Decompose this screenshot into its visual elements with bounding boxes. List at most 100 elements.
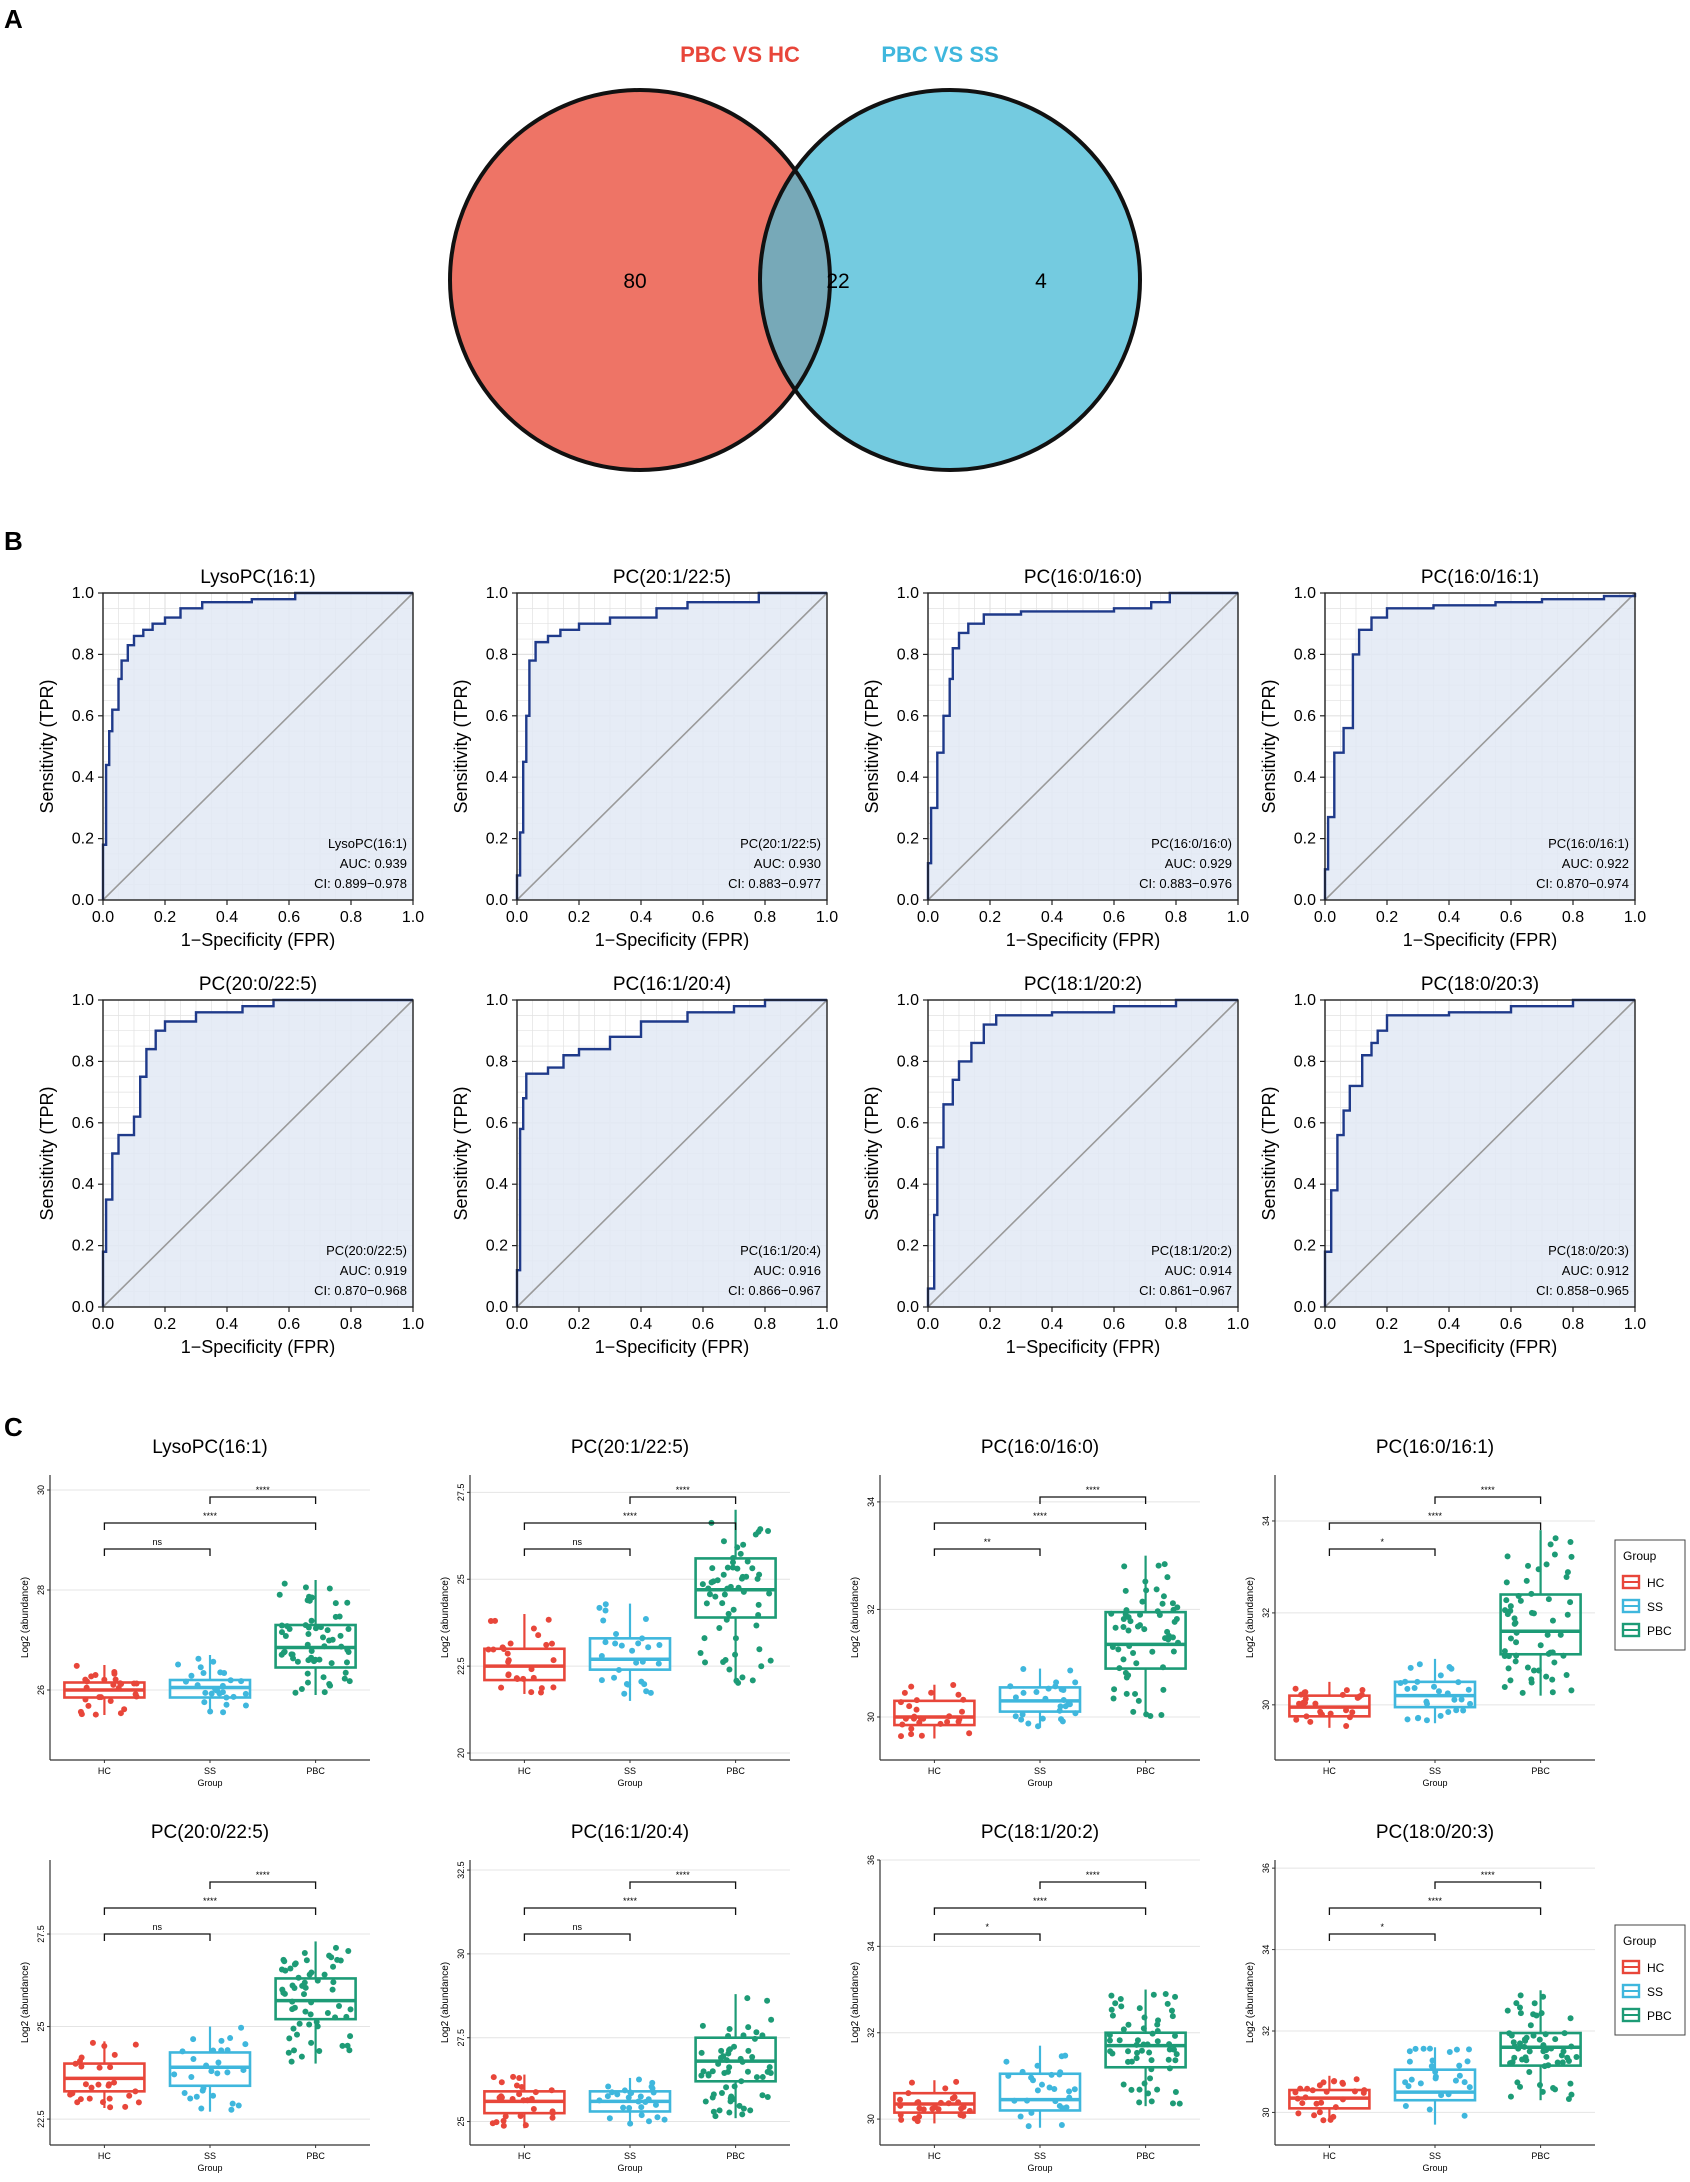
boxplot-point [1169, 2013, 1176, 2020]
boxplot-y-tick-label: 36 [1261, 1863, 1271, 1873]
boxplot-x-tick-label: SS [624, 1766, 636, 1776]
boxplot-point [759, 2092, 766, 2099]
boxplot-sig-bracket [523, 1907, 737, 1915]
boxplot-point [730, 1554, 737, 1561]
boxplot-point [1042, 1695, 1049, 1702]
boxplot-point [1557, 1631, 1564, 1638]
roc-y-tick-label: 0.2 [1294, 831, 1316, 848]
boxplot-point [324, 1627, 331, 1634]
boxplot-x-tick-label: PBC [1531, 2151, 1550, 2161]
boxplot-point [1116, 2037, 1123, 2044]
boxplot-point [1552, 1535, 1559, 1542]
boxplot-point [217, 1669, 224, 1676]
boxplot-point [1165, 2056, 1172, 2063]
boxplot-point [1038, 2081, 1045, 2088]
boxplot-point [643, 1688, 650, 1695]
roc-x-tick-label: 0.2 [979, 909, 1001, 926]
boxplot-point [1327, 2116, 1334, 2123]
venn-circle-pbc-vs-ss [760, 90, 1140, 470]
boxplot-x-tick-label: SS [204, 1766, 216, 1776]
boxplot-point [339, 2042, 346, 2049]
boxplot-point [212, 1686, 219, 1693]
boxplot-point [132, 2041, 139, 2048]
boxplot-point [314, 1977, 321, 1984]
boxplot-point [626, 2104, 633, 2111]
boxplot-y-tick-label: 28 [36, 1585, 46, 1595]
roc-x-tick-label: 0.2 [568, 909, 590, 926]
roc-diagonal [1324, 592, 1636, 901]
roc-title: PC(18:1/20:2) [1024, 974, 1142, 995]
roc-x-tick-label: 0.0 [92, 909, 114, 926]
boxplot-sig-label: **** [1033, 1896, 1048, 1906]
boxplot-point [345, 1625, 352, 1632]
boxplot-point [1045, 1685, 1052, 1692]
roc-panel: 0.00.0 0.2 0.2 0.4 0.4 0.6 0.6 0.8 0.8 1.0 1.0 PC(2… [37, 974, 424, 1357]
boxplot-point [720, 1571, 727, 1578]
boxplot-point [744, 1558, 751, 1565]
boxplot-point [1515, 2045, 1522, 2052]
boxplot-point [1460, 1707, 1467, 1714]
boxplot-point [736, 2102, 743, 2109]
boxplot-point [201, 1699, 208, 1706]
roc-curve [515, 998, 827, 1307]
roc-y-tick-label: 0.6 [897, 708, 919, 725]
boxplot-point [133, 1680, 140, 1687]
boxplot-point [908, 1731, 915, 1738]
boxplot-point [1133, 2055, 1140, 2062]
boxplot-point [1455, 1679, 1462, 1686]
boxplot-point [188, 1672, 195, 1679]
boxplot-point [1535, 1566, 1542, 1573]
boxplot-point [1051, 2086, 1058, 2093]
roc-x-tick-label: 0.8 [340, 1316, 362, 1333]
boxplot-point [84, 1678, 91, 1685]
boxplot-point [1295, 2110, 1302, 2117]
boxplot-point [107, 2064, 114, 2071]
boxplot-point [726, 2064, 733, 2071]
boxplot-panel: 25 27.5 30 32.5 HC SS PBC ns **** **** PC(16:1/20:… [440, 1822, 790, 2173]
boxplot-point [329, 1986, 336, 1993]
boxplot-point [747, 2107, 754, 2114]
boxplot-x-tick-label: HC [928, 1766, 941, 1776]
boxplot-point [83, 1684, 90, 1691]
roc-note-auc: AUC: 0.912 [1562, 1263, 1629, 1278]
boxplot-point [639, 1635, 646, 1642]
boxplot-point [1568, 1553, 1575, 1560]
boxplot-point [1339, 1691, 1346, 1698]
boxplot-point [628, 2090, 635, 2097]
boxplot-point [321, 1643, 328, 1650]
boxplot-point [133, 1693, 140, 1700]
boxplot-point [1124, 2058, 1131, 2065]
panel-label-b: B [4, 526, 23, 556]
roc-curve [515, 591, 827, 900]
boxplot-sig-label: **** [1033, 1511, 1048, 1521]
boxplot-point [193, 2093, 200, 2100]
roc-x-axis-label: 1−Specificity (FPR) [1403, 1337, 1558, 1357]
boxplot-point [291, 2047, 297, 2054]
boxplot-point [1116, 1665, 1123, 1672]
roc-x-tick-label: 0.8 [754, 909, 776, 926]
boxplot-point [1140, 2025, 1147, 2032]
roc-x-axis-label: 1−Specificity (FPR) [181, 1337, 336, 1357]
boxplot-point [1467, 1700, 1474, 1707]
boxplot-y-axis-label: Log2 (abundance) [440, 1577, 451, 1658]
boxplot-point [77, 2096, 84, 2103]
roc-y-tick-label: 1.0 [486, 992, 508, 1009]
boxplot-point [1302, 1695, 1309, 1702]
boxplot-point [548, 2087, 555, 2094]
roc-y-tick-label: 0.0 [486, 1299, 508, 1316]
boxplot-point [308, 1647, 315, 1654]
boxplot-x-axis-label: Group [617, 1778, 642, 1788]
boxplot-point [194, 1682, 201, 1689]
boxplot-point [647, 1689, 654, 1696]
roc-x-tick-label: 0.0 [506, 1316, 528, 1333]
boxplot-point [1432, 2075, 1439, 2082]
boxplot-point [1058, 1686, 1065, 1693]
boxplot-point [1509, 2059, 1516, 2066]
boxplot-point [1465, 2046, 1472, 2053]
boxplot-sig-bracket [629, 1881, 737, 1889]
boxplot-point [299, 1982, 306, 1989]
boxplot-title: PC(20:1/22:5) [571, 1437, 689, 1458]
boxplot-sig-bracket [103, 1522, 317, 1530]
roc-frame [102, 592, 414, 901]
